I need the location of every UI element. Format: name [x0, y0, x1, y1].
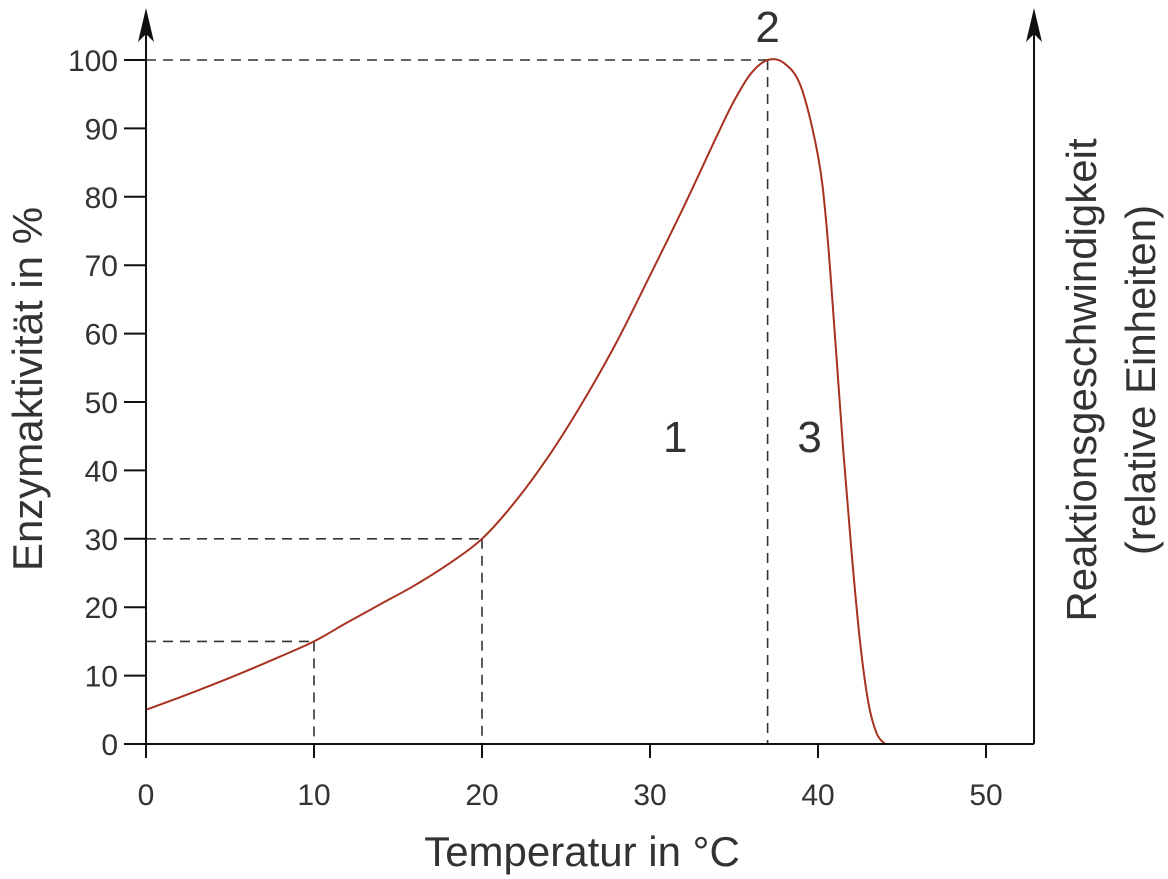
x-tick-label: 10	[297, 779, 330, 812]
x-tick-label: 0	[138, 779, 155, 812]
x-axis-title: Temperatur in °C	[424, 828, 740, 875]
x-tick-label: 40	[801, 779, 834, 812]
region-annotations: 1 2 3	[663, 3, 822, 462]
y-axis-title: Enzymaktivität in %	[4, 207, 51, 571]
y-tick-label: 60	[85, 319, 118, 352]
right-axis-arrow-icon	[1026, 8, 1042, 42]
y-tick-label: 20	[85, 592, 118, 625]
region-label-1: 1	[663, 413, 687, 462]
tick-labels: 0 10 20 30 40 50 0 10 20 30 40 50 60 70 80 90 100	[68, 45, 1003, 812]
region-label-3: 3	[797, 413, 821, 462]
y-tick-label: 10	[85, 661, 118, 694]
y-tick-label: 30	[85, 524, 118, 557]
y-tick-label: 0	[101, 729, 118, 762]
y-tick-label: 40	[85, 455, 118, 488]
x-tick-label: 20	[465, 779, 498, 812]
curve-group	[145, 58, 886, 745]
x-tick-label: 30	[633, 779, 666, 812]
y-tick-label: 50	[85, 387, 118, 420]
y-tick-label: 80	[85, 182, 118, 215]
y-tick-label: 90	[85, 113, 118, 146]
reference-lines	[146, 59, 769, 744]
x-tick-label: 50	[969, 779, 1002, 812]
right-axis-title-line2: (relative Einheiten)	[1117, 205, 1164, 555]
y-tick-label: 100	[68, 45, 118, 78]
y-tick-label: 70	[85, 250, 118, 283]
y-axis-arrow-icon	[138, 8, 154, 42]
region-label-2: 2	[755, 3, 779, 52]
activity-curve	[145, 58, 886, 745]
axes	[124, 8, 1042, 758]
right-axis-title-line1: Reaktionsgeschwindigkeit	[1058, 138, 1105, 622]
